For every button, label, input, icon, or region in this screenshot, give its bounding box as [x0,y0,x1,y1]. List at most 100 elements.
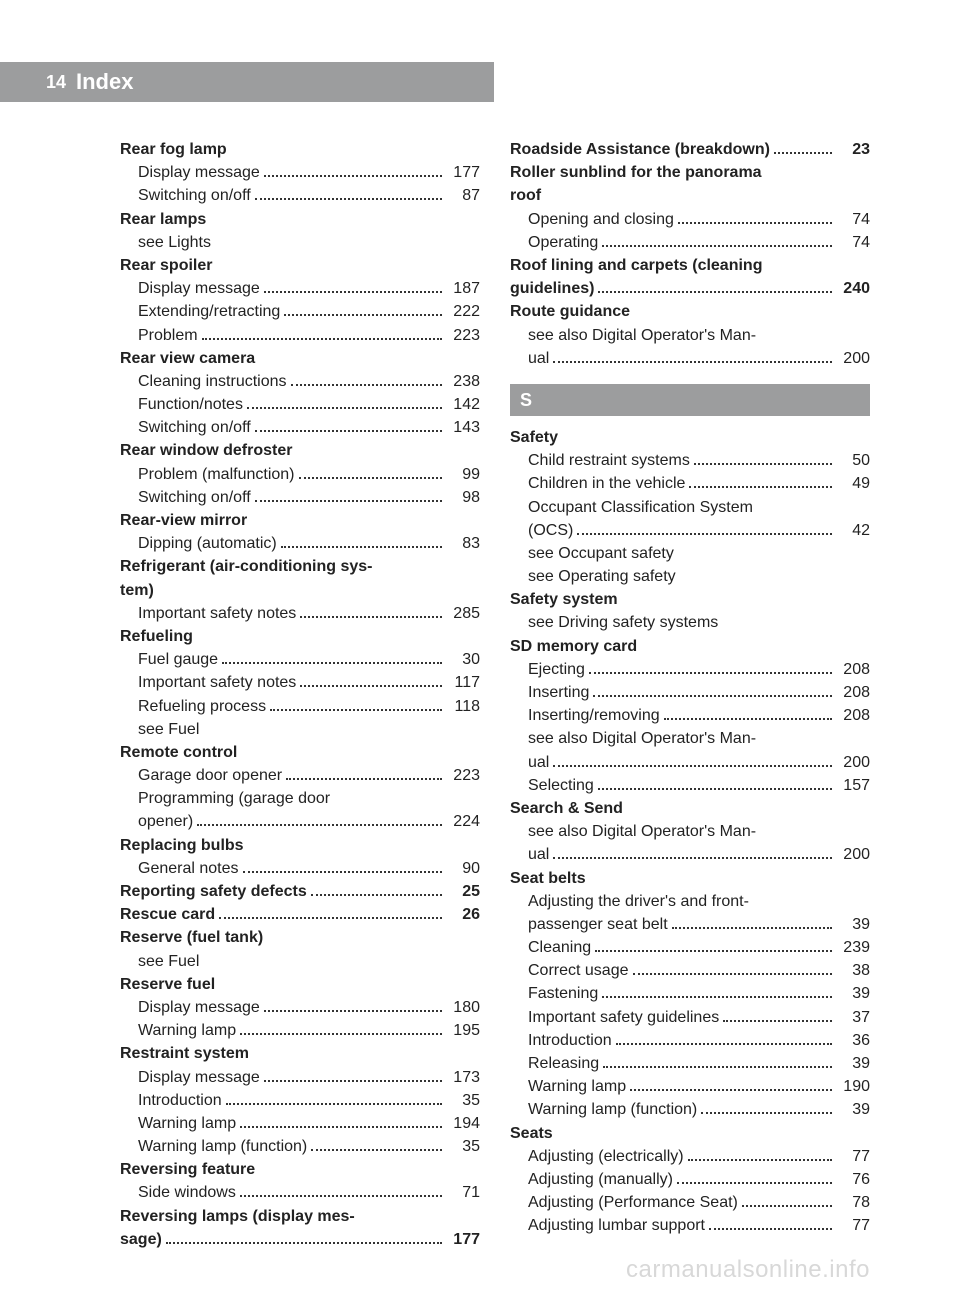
leader-dots [630,1089,832,1091]
index-subentry-label: Inserting [528,681,589,704]
page-ref: 35 [446,1135,480,1158]
index-subentry: Important safety guidelines37 [510,1006,870,1029]
index-subentry-label: Garage door opener [138,764,282,787]
leader-dots [291,384,442,386]
index-subentry: Warning lamp190 [510,1075,870,1098]
index-subentry: Display message187 [120,277,480,300]
index-subentry-label: Warning lamp [138,1019,236,1042]
leader-dots [243,871,442,873]
index-heading: Seat belts [510,867,870,890]
page-ref: 50 [836,449,870,472]
index-heading-label: Restraint system [120,1042,249,1065]
page-ref: 195 [446,1019,480,1042]
page-ref: 49 [836,472,870,495]
index-heading: Replacing bulbs [120,834,480,857]
index-heading-label: Reserve (fuel tank) [120,926,263,949]
index-subentry-label: Warning lamp [138,1112,236,1135]
index-subentry: Switching on/off87 [120,184,480,207]
leader-dots [774,152,832,154]
leader-dots [264,291,442,293]
index-heading-label: Roller sunblind for the panorama [510,161,762,184]
leader-dots [219,917,442,919]
index-subentry: Releasing39 [510,1052,870,1075]
page-ref: 208 [836,658,870,681]
index-heading-label: Seats [510,1122,553,1145]
index-subentry-label: ual [528,751,549,774]
page-ref: 157 [836,774,870,797]
page-ref: 177 [446,1228,480,1251]
index-subentry-label: Children in the vehicle [528,472,685,495]
page-ref: 190 [836,1075,870,1098]
leader-dots [723,1020,832,1022]
index-subentry: Inserting208 [510,681,870,704]
index-subentry-label: opener) [138,810,193,833]
index-subentry: Switching on/off 98 [120,486,480,509]
index-heading-label: Refueling [120,625,193,648]
index-heading-label: Replacing bulbs [120,834,244,857]
index-subentry-label: Opening and closing [528,208,674,231]
index-subentry-label: Cleaning instructions [138,370,287,393]
index-subentry-label: Display message [138,1066,260,1089]
index-subentry-label: Switching on/off [138,184,251,207]
index-subentry: see Fuel [120,718,480,741]
index-subentry-label: Switching on/off [138,486,251,509]
index-heading: Seats [510,1122,870,1145]
index-subentry-label: Refueling process [138,695,266,718]
page-ref: 240 [836,277,870,300]
page-ref: 23 [836,138,870,161]
leader-dots [553,361,832,363]
index-subentry: Correct usage38 [510,959,870,982]
index-subentry-label: Releasing [528,1052,599,1075]
index-subentry-label: Side windows [138,1181,236,1204]
column-left: Rear fog lampDisplay message177Switching… [120,138,480,1251]
index-heading: Safety system [510,588,870,611]
leader-dots [270,709,442,711]
index-subentry: see Fuel [120,950,480,973]
leader-dots [264,175,442,177]
index-heading-label: guidelines) [510,277,594,300]
index-subentry-label: Cleaning [528,936,591,959]
index-subentry: Display message180 [120,996,480,1019]
leader-dots [197,824,442,826]
index-subentry: ual200 [510,347,870,370]
index-subentry-label: Adjusting (Performance Seat) [528,1191,738,1214]
leader-dots [593,695,832,697]
index-heading-label: Rear-view mirror [120,509,247,532]
index-subentry: Warning lamp (function)35 [120,1135,480,1158]
index-heading: sage)177 [120,1228,480,1251]
index-heading-label: Roof lining and carpets (cleaning [510,254,762,277]
page-ref: 71 [446,1181,480,1204]
index-subentry-label: Warning lamp (function) [528,1098,697,1121]
index-subentry: Refueling process118 [120,695,480,718]
index-subentry-label: Extending/retracting [138,300,280,323]
index-heading-label: tem) [120,579,154,602]
index-subentry: Switching on/off143 [120,416,480,439]
leader-dots [602,996,832,998]
index-subentry: Warning lamp (function)39 [510,1098,870,1121]
index-subentry: Important safety notes285 [120,602,480,625]
leader-dots [672,927,832,929]
page-ref: 90 [446,857,480,880]
page-ref: 180 [446,996,480,1019]
index-subentry-label: Adjusting (manually) [528,1168,673,1191]
index-subentry-label: Child restraint systems [528,449,690,472]
index-heading: Route guidance [510,300,870,323]
index-subentry: Important safety notes117 [120,671,480,694]
index-heading-label: Reversing feature [120,1158,255,1181]
index-subentry: Function/notes142 [120,393,480,416]
index-subentry-label: Introduction [528,1029,612,1052]
page-header: 14 Index [0,62,494,102]
page-ref: 142 [446,393,480,416]
page-ref: 98 [446,486,480,509]
index-subentry: see Occupant safety [510,542,870,565]
leader-dots [688,1159,832,1161]
index-subentry-label: General notes [138,857,239,880]
index-content: Rear fog lampDisplay message177Switching… [120,138,870,1251]
index-subentry: (OCS)42 [510,519,870,542]
index-subentry: Introduction35 [120,1089,480,1112]
index-subentry-label: Correct usage [528,959,629,982]
column-right: Roadside Assistance (breakdown)23Roller … [510,138,870,1251]
index-heading-label: Reserve fuel [120,973,215,996]
page-ref: 83 [446,532,480,555]
index-subentry: Adjusting the driver's and front- [510,890,870,913]
